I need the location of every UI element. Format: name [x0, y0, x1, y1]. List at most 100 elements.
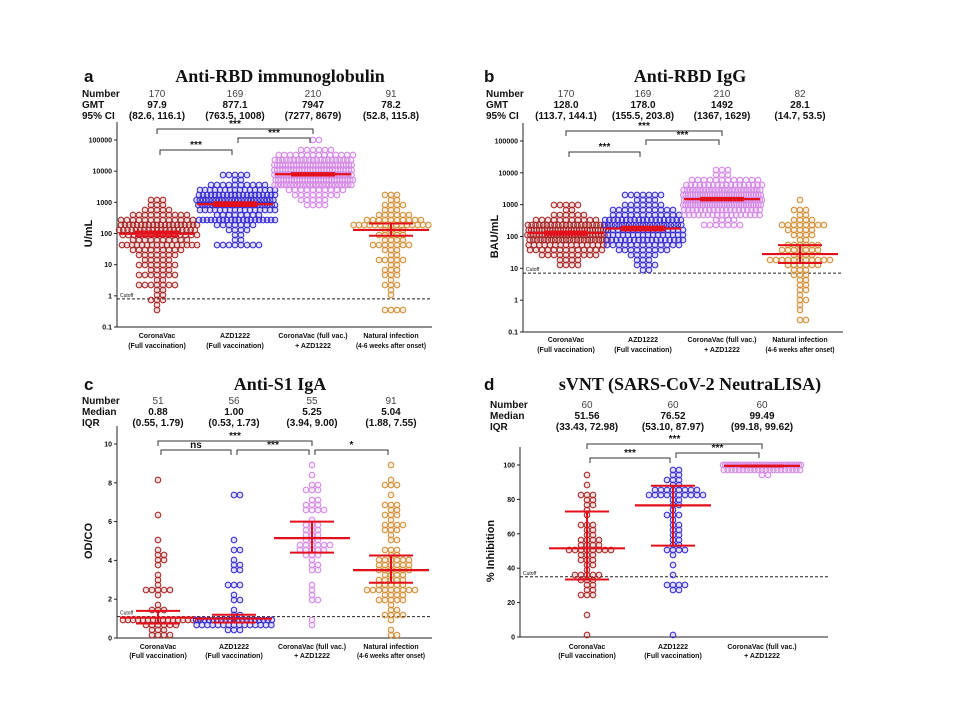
y-tick-label: 4 [108, 558, 112, 565]
x-category-label: CoronaVac [548, 337, 585, 344]
data-point [675, 496, 683, 504]
data-point [675, 531, 683, 539]
significance-label: *** [267, 440, 279, 451]
data-point [706, 221, 714, 229]
data-point [592, 216, 600, 224]
data-point [302, 526, 310, 534]
data-point [399, 256, 407, 264]
data-point [556, 201, 564, 209]
data-point [796, 301, 804, 309]
data-point [393, 506, 401, 514]
y-tick-label: 80 [507, 497, 515, 504]
data-point [393, 261, 401, 269]
x-category-sublabel: + AZD1222 [704, 347, 740, 354]
group-interval: (155.5, 203.8) [612, 111, 674, 122]
data-point [308, 621, 316, 629]
data-point [820, 221, 828, 229]
data-point [705, 181, 713, 189]
stat-row-label: Number [82, 396, 120, 407]
data-point [375, 211, 383, 219]
data-point [314, 501, 322, 509]
data-point [230, 591, 238, 599]
data-point [595, 536, 603, 544]
data-point [568, 261, 576, 269]
data-point [381, 596, 389, 604]
data-point [159, 296, 167, 304]
data-point [183, 236, 191, 244]
data-point [393, 246, 401, 254]
y-tick-label: 1 [108, 293, 112, 300]
data-point [758, 471, 766, 479]
data-point [826, 256, 834, 264]
group-stat: 5.04 [381, 407, 401, 418]
data-point [381, 206, 389, 214]
data-point [644, 231, 652, 239]
data-point [731, 181, 739, 189]
data-point [679, 236, 687, 244]
data-point [154, 561, 162, 569]
data-point [148, 631, 156, 639]
data-point [751, 211, 759, 219]
data-point [405, 211, 413, 219]
data-point [627, 191, 635, 199]
data-point [586, 251, 594, 259]
group-interval: (33.43, 72.98) [556, 422, 618, 433]
data-point [219, 241, 227, 249]
y-tick-label: 100 [506, 234, 518, 241]
data-point [772, 256, 780, 264]
data-point [718, 221, 726, 229]
stat-row-label: 95% CI [486, 111, 519, 122]
group-interval: (53.10, 87.97) [642, 422, 704, 433]
data-point [724, 171, 732, 179]
data-point [177, 246, 185, 254]
data-point [562, 261, 570, 269]
data-point [123, 241, 131, 249]
data-point [681, 546, 689, 554]
data-point [249, 241, 257, 249]
group-stat: 1.00 [224, 407, 244, 418]
data-point [651, 491, 659, 499]
data-point [399, 236, 407, 244]
stat-row-label: 95% CI [82, 111, 115, 122]
data-point [571, 571, 579, 579]
data-point [333, 191, 341, 199]
data-point [381, 591, 389, 599]
data-point [796, 466, 804, 474]
data-point [255, 211, 263, 219]
significance-label: *** [190, 140, 202, 151]
data-point [704, 211, 712, 219]
data-point [381, 266, 389, 274]
y-tick-label: 40 [507, 566, 515, 573]
significance-label: *** [669, 434, 681, 445]
data-point [198, 621, 206, 629]
data-point [568, 206, 576, 214]
panel-title: Anti-S1 IgA [234, 374, 327, 394]
data-point [393, 501, 401, 509]
data-point [271, 161, 278, 169]
data-point [135, 251, 143, 259]
data-point [746, 211, 754, 219]
stat-row-label: GMT [82, 100, 104, 111]
x-category-sublabel: + AZD1222 [295, 343, 331, 350]
group-count: 169 [227, 89, 244, 100]
data-point [381, 501, 389, 509]
data-point [147, 196, 155, 204]
x-category-label: Natural infection [363, 644, 418, 651]
data-point [236, 596, 244, 604]
data-point [387, 626, 395, 634]
group-count: 91 [385, 396, 397, 407]
data-point [393, 281, 401, 289]
data-point [609, 241, 617, 249]
data-point [387, 286, 395, 294]
data-point [633, 261, 641, 269]
data-point [230, 546, 238, 554]
data-point [387, 601, 395, 609]
data-point [742, 211, 749, 219]
data-point [243, 171, 251, 179]
data-point [393, 251, 401, 259]
group-interval: (52.8, 115.8) [363, 111, 419, 122]
group-count: 91 [385, 89, 397, 100]
significance-bracket [236, 449, 310, 455]
data-point [681, 211, 688, 219]
